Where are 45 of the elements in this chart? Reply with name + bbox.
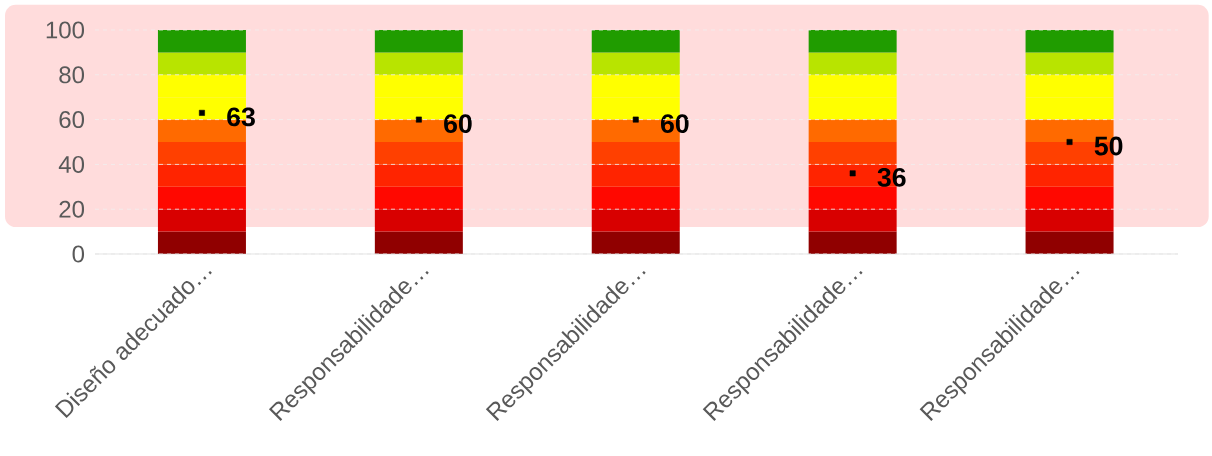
point xyxy=(849,170,856,177)
bar xyxy=(157,231,246,254)
bar xyxy=(157,52,246,75)
bar xyxy=(808,231,897,254)
bar xyxy=(591,30,680,53)
bar xyxy=(1025,186,1114,210)
bar xyxy=(374,209,463,232)
bar xyxy=(591,231,680,254)
bar xyxy=(808,142,897,165)
bar xyxy=(374,30,463,53)
bar xyxy=(808,186,897,210)
point xyxy=(632,116,639,123)
bar xyxy=(591,164,680,187)
bar xyxy=(808,209,897,232)
bar xyxy=(591,142,680,165)
y-tick-label: 20 xyxy=(59,200,85,218)
bar xyxy=(374,164,463,187)
y-tick-label: 80 xyxy=(59,66,85,84)
y-tick-label: 0 xyxy=(72,245,85,263)
bar xyxy=(808,30,897,53)
bar xyxy=(157,142,246,165)
bar xyxy=(808,119,897,142)
bar xyxy=(374,52,463,75)
bar xyxy=(1025,52,1114,75)
bar xyxy=(1025,231,1114,254)
bar xyxy=(374,231,463,254)
bar xyxy=(157,164,246,187)
bar xyxy=(374,142,463,165)
y-tick-label: 100 xyxy=(46,21,85,39)
bar xyxy=(1025,164,1114,187)
bar xyxy=(157,30,246,53)
point xyxy=(199,109,205,116)
bar xyxy=(591,186,680,210)
bar xyxy=(591,52,680,75)
bar xyxy=(157,186,246,210)
bar xyxy=(374,186,463,210)
bar xyxy=(808,52,897,75)
bar xyxy=(1025,209,1114,232)
point xyxy=(1066,139,1073,145)
point xyxy=(415,116,422,123)
bar xyxy=(157,209,246,232)
bar xyxy=(1025,30,1114,53)
y-tick-label: 60 xyxy=(59,111,85,129)
y-tick-label: 40 xyxy=(58,155,85,173)
bar xyxy=(591,209,680,232)
